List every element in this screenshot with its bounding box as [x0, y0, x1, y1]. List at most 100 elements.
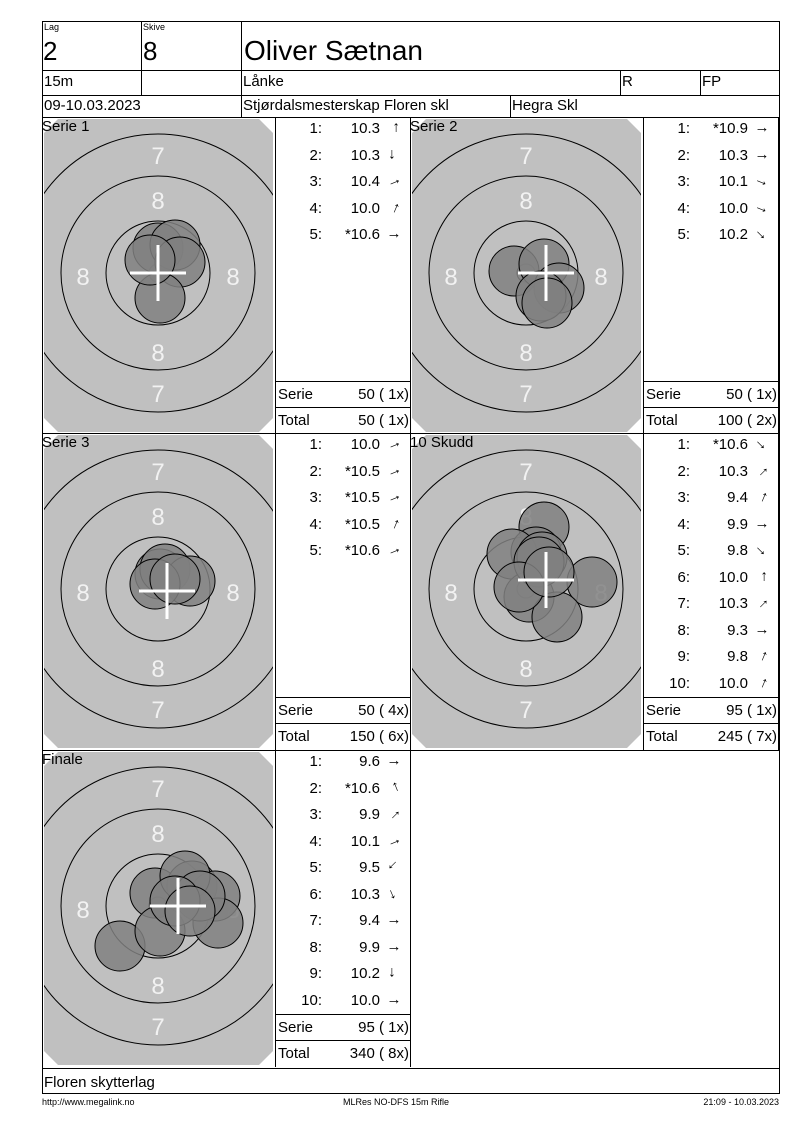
direction-arrow-icon: → [750, 458, 774, 482]
shot-row: 3: *10.5 → [276, 486, 410, 515]
shot-row: 2: *10.5 → [276, 459, 410, 489]
target-ring [428, 491, 624, 687]
shot-row: 1: 10.0 → [276, 432, 410, 462]
shot-number: 3: [677, 173, 690, 190]
serie-score: 95 ( 1x) [726, 702, 777, 719]
series-panel: 78888710 Skudd1:*10.6→2:10.3→3:9.4→4:9.9… [410, 432, 779, 750]
class-r: R [622, 73, 633, 90]
shot-row: 2: 10.3 → [644, 146, 778, 173]
shot-score: *10.5 [344, 489, 380, 506]
direction-arrow-icon: → [751, 486, 773, 507]
direction-arrow-icon: → [383, 459, 405, 481]
shot-row: 2: 10.3 → [644, 459, 778, 489]
total-score: 245 ( 7x) [717, 728, 777, 745]
shot-row: 3: 10.4 → [276, 169, 410, 199]
shot-number: 6: [677, 568, 690, 586]
series-panel: 7 8 8 8 8 7 Serie 1 1: 10.3 → 2: 10.3 → 3: 10.4 → 4: 10.0… [42, 117, 411, 434]
shot-score: 10.3 [350, 146, 380, 164]
shot-number: 5: [309, 226, 322, 243]
distance: 15m [44, 73, 74, 90]
direction-arrow-icon: → [383, 538, 405, 561]
shot-score: *10.6 [344, 542, 380, 559]
shot-hole [523, 546, 575, 598]
target-ring [60, 808, 256, 1004]
target-ring [44, 449, 273, 729]
total-label: Total [278, 412, 310, 429]
total-score: 340 ( 8x) [349, 1045, 409, 1062]
direction-arrow-icon: → [750, 538, 774, 561]
shot-row: 10: 10.0 → [276, 991, 410, 1018]
shot-score: 10.0 [350, 436, 380, 453]
shot-row: 1: 10.3 → [276, 120, 410, 146]
event-name: Stjørdalsmesterskap Floren skl [243, 97, 449, 114]
serie-label: Serie [646, 386, 682, 403]
ring-number: 7 [519, 143, 532, 170]
ring-number: 7 [151, 1014, 164, 1041]
direction-arrow-icon: → [383, 432, 405, 455]
direction-arrow-icon: → [385, 965, 403, 980]
series-title: Finale [42, 751, 83, 768]
shot-row: 8: 9.3 → [644, 621, 778, 648]
total-score: 100 ( 2x) [717, 412, 777, 429]
print-time: 21:09 - 10.03.2023 [703, 1097, 779, 1107]
shot-score: 10.3 [718, 462, 748, 480]
target-ring [412, 133, 641, 413]
shot-number: 2: [309, 462, 322, 480]
shot-number: 1: [677, 120, 690, 137]
ring-number: 7 [151, 776, 164, 803]
divider [42, 95, 780, 96]
shot-number: 10: [669, 674, 690, 692]
club-name: Hegra Skl [512, 97, 578, 114]
shot-score: 10.0 [718, 568, 748, 586]
shot-row: 1: 9.6 → [276, 752, 410, 779]
serie-score: 95 ( 1x) [358, 1019, 409, 1036]
website-link[interactable]: http://www.megalink.no [42, 1097, 135, 1107]
shot-score: 10.0 [718, 199, 748, 217]
direction-arrow-icon: → [383, 169, 405, 192]
total-row: Total 245 ( 7x) [644, 723, 778, 749]
serie-row: Serie 50 ( 1x) [276, 381, 410, 407]
total-label: Total [278, 728, 310, 745]
shot-number: 7: [677, 595, 690, 612]
total-row: Total 100 ( 2x) [644, 407, 778, 433]
ring-number: 8 [151, 656, 164, 683]
shot-number: 4: [677, 199, 690, 217]
target-ring [44, 133, 273, 413]
series-title: Serie 3 [42, 434, 90, 451]
shot-number: 2: [309, 779, 322, 797]
shot-number: 1: [309, 436, 322, 453]
shot-row: 1: *10.6 → [644, 432, 778, 462]
weapon: Lånke [243, 73, 284, 90]
shot-score: 9.5 [359, 859, 380, 876]
total-score: 50 ( 1x) [358, 412, 409, 429]
shot-number: 5: [309, 859, 322, 876]
serie-row: Serie 95 ( 1x) [276, 1014, 410, 1040]
shot-hole [124, 234, 176, 286]
ring-number: 8 [444, 264, 457, 291]
ring-number: 7 [519, 697, 532, 724]
shot-row: 3: 10.1 → [644, 170, 778, 199]
ring-number: 8 [151, 821, 164, 848]
shot-score: 9.9 [359, 806, 380, 823]
shot-score: 10.4 [350, 173, 380, 190]
direction-arrow-icon: → [382, 855, 406, 878]
shot-list: 1: 9.6 → 2: *10.6 → 3: 9.9 → 4: 10.1 → 5: 9.5 → 6: 10.3 →… [275, 750, 411, 1067]
target-ring [60, 175, 256, 371]
shot-score: *10.6 [344, 226, 380, 243]
divider [42, 1068, 780, 1069]
shot-hole [149, 553, 201, 605]
ring-number: 8 [76, 580, 89, 607]
shot-score: 9.9 [727, 515, 748, 533]
direction-arrow-icon: → [386, 752, 402, 769]
ring-number: 7 [519, 459, 532, 486]
shot-score: 10.1 [350, 832, 380, 850]
ring-number: 8 [519, 656, 532, 683]
total-row: Total 150 ( 6x) [276, 723, 410, 749]
shot-row: 2: 10.3 → [276, 147, 410, 173]
direction-arrow-icon: → [753, 568, 771, 584]
ring-number: 7 [151, 381, 164, 408]
shot-row: 4: 9.9 → [644, 515, 778, 542]
series-panel: 7 8 8 8 8 7 Serie 3 1: 10.0 → 2: *10.5 → 3: *10.5 → 4: *1… [42, 433, 411, 750]
